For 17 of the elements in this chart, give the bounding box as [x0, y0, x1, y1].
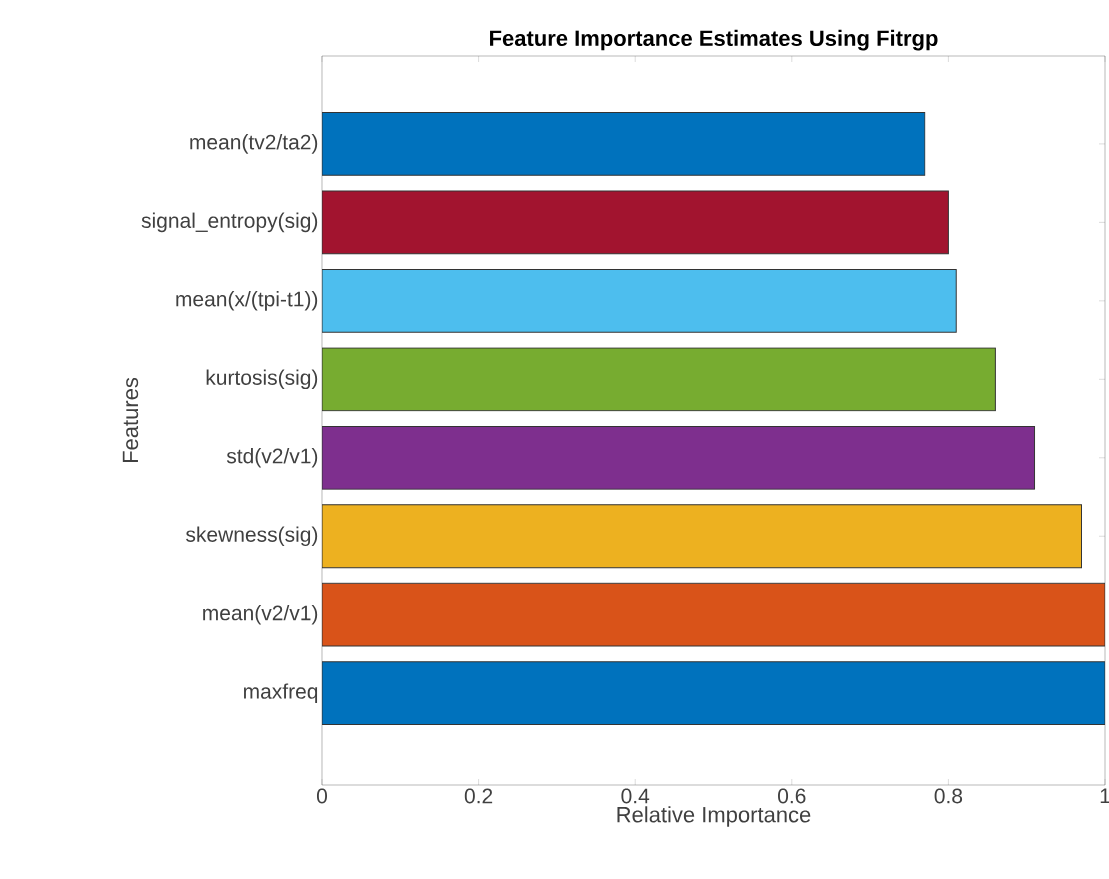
chart-title: Feature Importance Estimates Using Fitrgp: [490, 29, 938, 51]
x-tick-label: 0.4: [621, 788, 650, 804]
x-tick-label: 0.2: [464, 788, 493, 804]
y-tick-label: mean(v2/v1): [203, 604, 318, 625]
y-tick-label: kurtosis(sig): [206, 369, 318, 390]
y-tick-label: signal_entropy(sig): [141, 212, 318, 233]
x-tick-label: 0.6: [778, 788, 806, 804]
y-tick-label: mean(x/(tpi-t1)): [176, 291, 318, 311]
y-tick-label: skewness(sig): [186, 526, 318, 547]
x-tick-label: 0.8: [934, 788, 963, 804]
y-tick-label: maxfreq: [244, 683, 318, 703]
x-tick-label: 0: [316, 788, 328, 804]
y-tick-label: mean(tv2/ta2): [190, 134, 318, 154]
y-tick-label: std(v2/v1): [226, 448, 318, 468]
x-axis-title: Relative Importance: [617, 806, 811, 827]
y-axis-title: Features: [122, 377, 139, 463]
x-tick-label: 1: [1100, 788, 1109, 803]
